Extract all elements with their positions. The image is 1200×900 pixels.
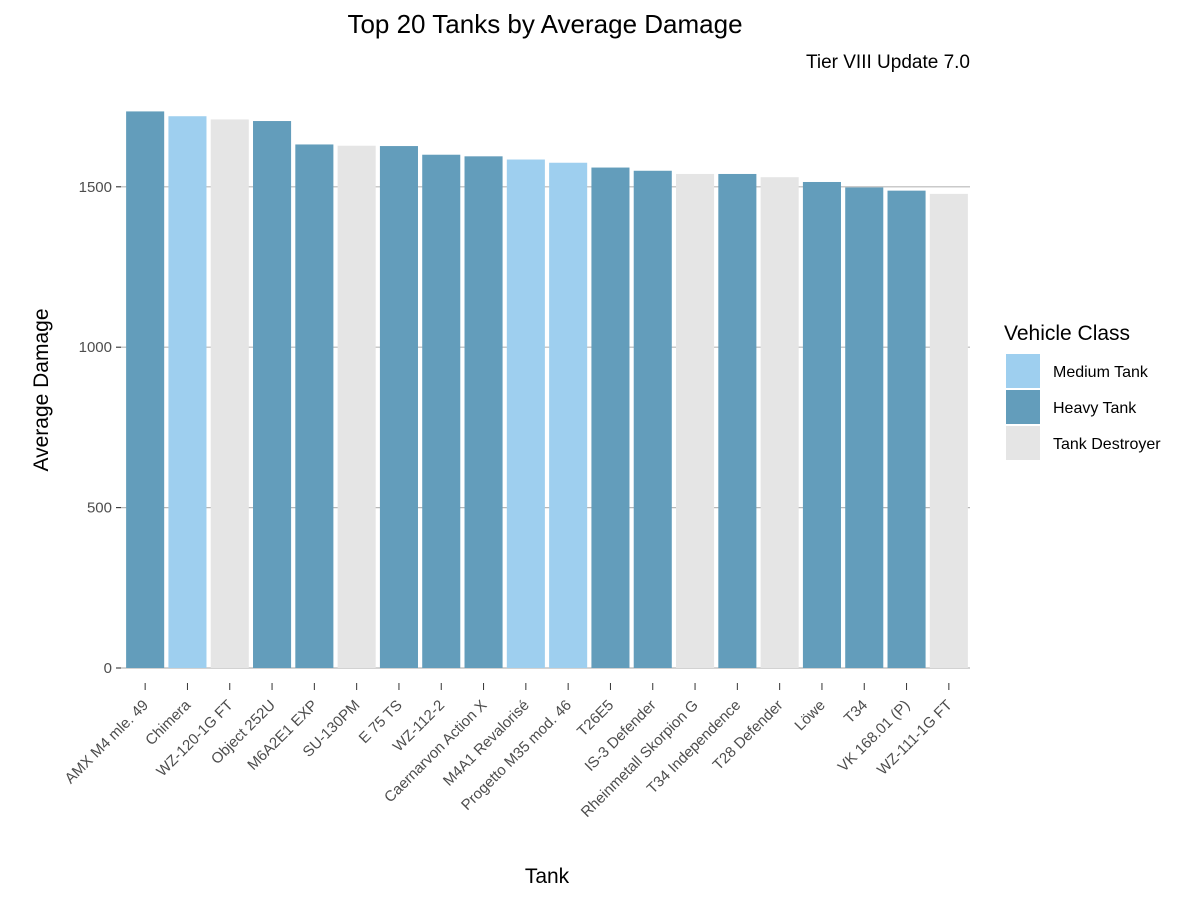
chart-subtitle: Tier VIII Update 7.0	[806, 52, 970, 73]
bar	[549, 162, 588, 669]
legend-title: Vehicle Class	[1004, 322, 1130, 345]
bar	[929, 193, 968, 668]
bar	[337, 145, 376, 668]
bar	[718, 173, 757, 668]
bar	[422, 154, 461, 669]
y-axis-title: Average Damage	[30, 308, 53, 471]
legend-swatch	[1006, 426, 1040, 460]
bar	[168, 116, 207, 668]
legend: Vehicle Class Medium Tank Heavy Tank Tank …	[1004, 322, 1161, 460]
y-tick-label: 0	[104, 660, 112, 677]
bar	[253, 121, 292, 668]
bar	[506, 159, 545, 669]
x-tick-label: AMX M4 mle. 49	[62, 697, 152, 787]
bars	[126, 111, 968, 669]
x-tick-label: T34	[841, 697, 871, 727]
legend-swatch	[1006, 354, 1040, 388]
y-tick-label: 1000	[79, 339, 112, 356]
bar	[126, 111, 165, 669]
legend-swatch	[1006, 390, 1040, 424]
chart-title: Top 20 Tanks by Average Damage	[347, 9, 742, 39]
bar	[802, 181, 841, 668]
bar	[464, 156, 503, 668]
x-tick-label: WZ-111-1G FT	[874, 697, 956, 779]
y-tick-label: 1500	[79, 179, 112, 196]
x-axis-title: Tank	[525, 865, 570, 888]
legend-label: Heavy Tank	[1053, 400, 1137, 417]
bar	[379, 146, 418, 668]
x-tick-label: Löwe	[791, 697, 828, 734]
bar	[845, 187, 884, 669]
bar	[760, 177, 799, 668]
y-axis: 0 500 1000 1500	[79, 179, 121, 677]
bar	[210, 119, 249, 668]
legend-label: Tank Destroyer	[1053, 436, 1161, 453]
legend-label: Medium Tank	[1053, 364, 1149, 381]
bar	[676, 173, 715, 668]
bar	[295, 144, 334, 668]
bar	[591, 167, 630, 668]
bar	[633, 170, 672, 668]
bar	[887, 190, 926, 668]
y-tick-label: 500	[87, 500, 112, 517]
